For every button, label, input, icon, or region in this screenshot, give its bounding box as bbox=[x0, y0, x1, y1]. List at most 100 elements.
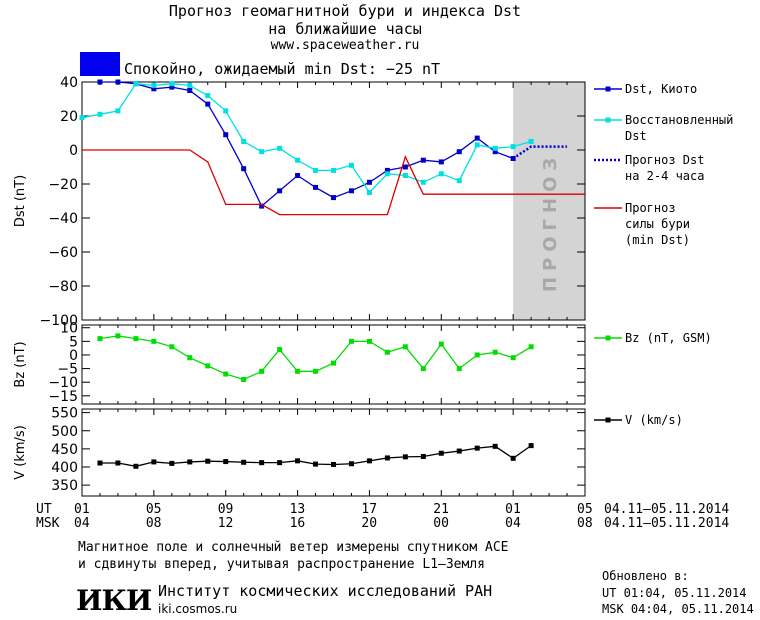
data-point bbox=[528, 344, 534, 350]
data-point bbox=[187, 459, 193, 465]
data-point bbox=[295, 173, 301, 178]
panel-frame bbox=[81, 81, 586, 321]
y-axis-label: V (km/s) bbox=[13, 425, 28, 480]
data-point bbox=[151, 338, 157, 344]
data-point bbox=[331, 461, 336, 467]
msk-tick-label: 08 bbox=[145, 516, 162, 531]
ut-date-range: 04.11–05.11.2014 bbox=[604, 502, 730, 517]
legend-storm-forecast: Прогноз bbox=[625, 201, 676, 215]
y-tick-label: 5 bbox=[69, 334, 78, 350]
data-point bbox=[223, 132, 229, 138]
data-point bbox=[295, 458, 301, 464]
msk-tick-label: 16 bbox=[289, 516, 306, 531]
y-tick-label: −15 bbox=[48, 389, 78, 405]
forecast-region bbox=[513, 82, 585, 320]
legend-marker bbox=[605, 417, 611, 423]
data-point bbox=[133, 81, 139, 87]
data-point bbox=[456, 366, 462, 372]
data-point bbox=[348, 188, 354, 194]
series-line bbox=[512, 145, 568, 160]
y-tick-label: 10 bbox=[60, 321, 78, 337]
data-point bbox=[97, 79, 103, 85]
ut-tick-label: 21 bbox=[433, 502, 449, 517]
data-point bbox=[295, 157, 301, 163]
data-point bbox=[420, 179, 426, 185]
data-point bbox=[187, 355, 193, 361]
data-point bbox=[402, 164, 408, 170]
data-point bbox=[456, 448, 462, 454]
y-axis-label: Bz (nT) bbox=[13, 341, 28, 387]
data-point bbox=[223, 459, 229, 465]
data-point bbox=[420, 157, 426, 163]
chart-title-line2: на ближайшие часы bbox=[268, 20, 422, 38]
ut-tick-label: 05 bbox=[145, 502, 162, 517]
data-point bbox=[151, 86, 157, 92]
data-point bbox=[97, 111, 103, 117]
data-point bbox=[115, 108, 121, 114]
y-tick-label: 20 bbox=[60, 109, 78, 125]
status-text: Спокойно, ожидаемый min Dst: −25 nT bbox=[124, 60, 441, 78]
y-tick-label: −40 bbox=[48, 211, 78, 227]
msk-tick-label: 08 bbox=[577, 516, 593, 531]
data-point bbox=[187, 82, 193, 88]
data-point bbox=[313, 368, 319, 374]
data-point bbox=[205, 93, 211, 99]
y-tick-label: 450 bbox=[51, 442, 78, 458]
data-point bbox=[474, 445, 480, 451]
data-point bbox=[348, 162, 354, 168]
institute-url[interactable]: iki.cosmos.ru bbox=[158, 602, 238, 616]
data-point bbox=[133, 463, 139, 469]
legend-bz: Bz (nT, GSM) bbox=[625, 331, 712, 345]
legend-reconstructed-dst: Dst bbox=[625, 129, 647, 143]
data-point bbox=[115, 333, 121, 339]
data-point bbox=[402, 454, 408, 460]
msk-tick-label: 00 bbox=[433, 516, 449, 531]
data-point bbox=[169, 460, 175, 466]
data-point bbox=[528, 139, 534, 144]
ut-tick-label: 01 bbox=[505, 502, 521, 517]
y-tick-label: 500 bbox=[51, 424, 78, 440]
msk-tick-label: 20 bbox=[361, 516, 378, 531]
data-point bbox=[438, 159, 444, 165]
data-point bbox=[133, 336, 139, 342]
data-point bbox=[241, 139, 247, 144]
data-point bbox=[348, 338, 354, 344]
data-point bbox=[241, 166, 247, 172]
y-tick-label: 550 bbox=[51, 406, 78, 422]
ut-tick-label: 17 bbox=[361, 502, 378, 517]
legend-speed: V (km/s) bbox=[625, 413, 683, 427]
series-line bbox=[81, 83, 532, 194]
data-point bbox=[456, 149, 462, 155]
data-point bbox=[384, 171, 390, 177]
data-point bbox=[313, 167, 319, 173]
data-point bbox=[420, 453, 426, 459]
legend-dst-forecast: Прогноз Dst bbox=[625, 153, 704, 167]
data-point bbox=[510, 144, 516, 150]
legend-reconstructed-dst: Восстановленный bbox=[625, 113, 733, 127]
data-point bbox=[97, 460, 103, 466]
legend-dst-forecast: на 2-4 часа bbox=[625, 169, 704, 183]
y-tick-label: 0 bbox=[69, 348, 78, 364]
data-point bbox=[366, 458, 372, 464]
series-line bbox=[99, 81, 514, 208]
series-line bbox=[82, 149, 585, 216]
legend-dst-kyoto: Dst, Киото bbox=[625, 82, 697, 96]
data-point bbox=[241, 376, 247, 382]
data-point bbox=[79, 115, 85, 121]
y-tick-label: −100 bbox=[40, 313, 78, 329]
ut-tick-label: 01 bbox=[74, 502, 90, 517]
data-point bbox=[205, 101, 211, 107]
updated-ut: UT 01:04, 05.11.2014 bbox=[602, 586, 747, 600]
data-point bbox=[259, 149, 265, 155]
data-point bbox=[528, 443, 534, 449]
forecast-label: ПРОГНОЗ bbox=[540, 152, 561, 292]
data-point bbox=[474, 142, 480, 148]
data-point bbox=[366, 190, 372, 195]
iki-logo: ИКИ bbox=[76, 584, 152, 617]
data-point bbox=[259, 460, 265, 466]
footer-note-line1: Магнитное поле и солнечный ветер измерен… bbox=[78, 540, 509, 555]
data-point bbox=[384, 349, 390, 355]
data-point bbox=[205, 363, 211, 369]
data-point bbox=[402, 173, 408, 178]
y-tick-label: 350 bbox=[51, 478, 78, 494]
